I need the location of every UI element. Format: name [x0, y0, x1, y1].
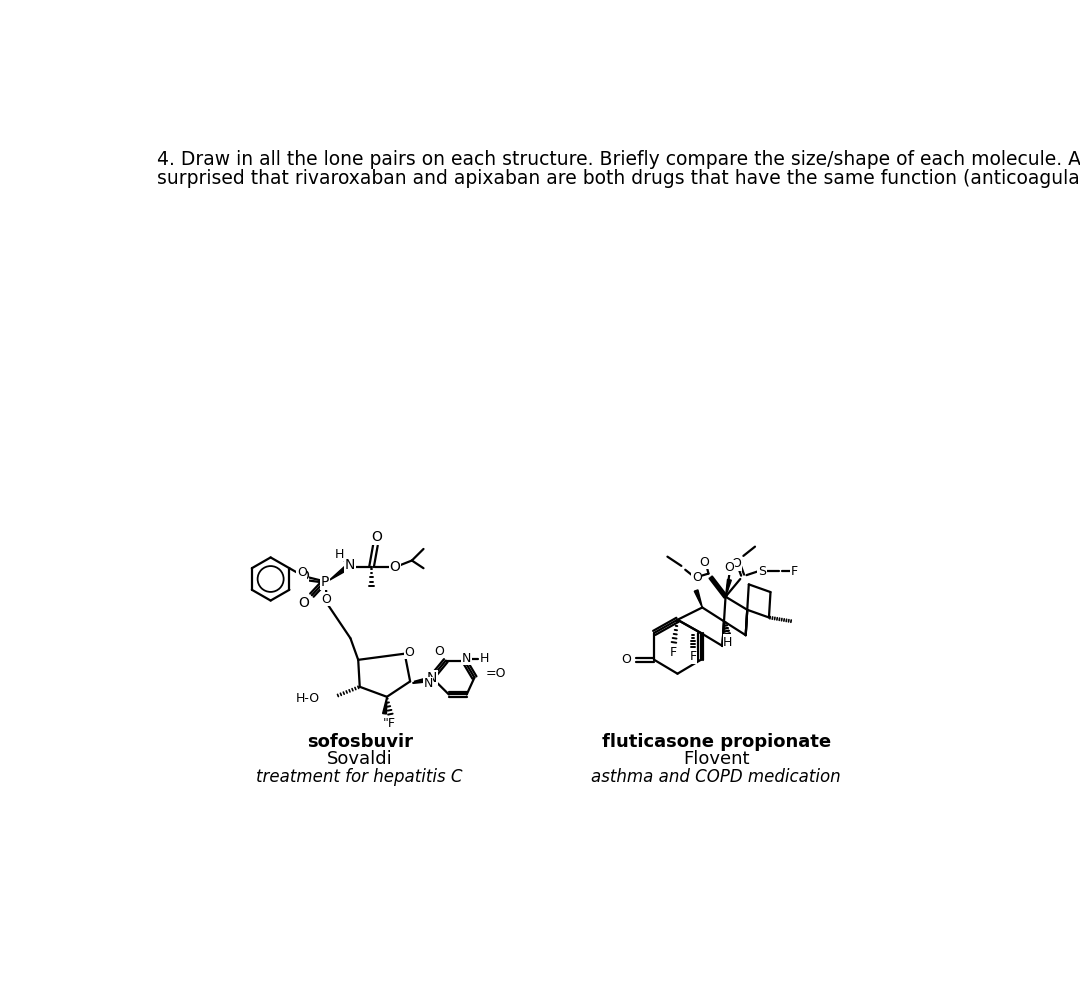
Text: sofosbuvir: sofosbuvir — [307, 733, 413, 751]
Polygon shape — [414, 677, 430, 682]
Text: O: O — [404, 645, 415, 659]
Text: O: O — [725, 561, 734, 574]
Polygon shape — [382, 697, 387, 714]
Text: N: N — [345, 558, 355, 572]
Text: F: F — [689, 651, 697, 664]
Text: O: O — [731, 557, 741, 570]
Text: O: O — [299, 596, 310, 610]
Polygon shape — [726, 579, 731, 597]
Text: Sovaldi: Sovaldi — [327, 750, 393, 768]
Text: O: O — [621, 654, 632, 667]
Text: S: S — [758, 565, 766, 578]
Text: O: O — [372, 531, 382, 545]
Text: O: O — [692, 571, 702, 584]
Text: 4. Draw in all the lone pairs on each structure. Briefly compare the size/shape : 4. Draw in all the lone pairs on each st… — [157, 150, 1080, 169]
Text: surprised that rivaroxaban and apixaban are both drugs that have the same functi: surprised that rivaroxaban and apixaban … — [157, 168, 1080, 187]
Text: H-O: H-O — [295, 692, 320, 705]
Text: N: N — [427, 671, 437, 685]
Polygon shape — [329, 566, 348, 580]
Text: P: P — [321, 575, 329, 589]
Text: N: N — [423, 678, 433, 690]
Text: F: F — [670, 645, 677, 659]
Text: treatment for hepatitis C: treatment for hepatitis C — [257, 767, 463, 785]
Text: H: H — [480, 652, 489, 665]
Text: O: O — [390, 560, 401, 574]
Text: N: N — [462, 652, 471, 665]
Text: O: O — [700, 556, 710, 569]
Text: O: O — [298, 569, 309, 583]
Text: H: H — [724, 634, 732, 648]
Text: F: F — [791, 565, 798, 578]
Text: =O: =O — [486, 668, 507, 680]
Polygon shape — [694, 590, 702, 607]
Text: H: H — [335, 548, 343, 561]
Text: O: O — [434, 644, 445, 658]
Text: "F: "F — [382, 717, 395, 730]
Text: O: O — [297, 566, 307, 579]
Text: asthma and COPD medication: asthma and COPD medication — [592, 767, 841, 785]
Text: fluticasone propionate: fluticasone propionate — [602, 733, 831, 751]
Text: O: O — [322, 592, 332, 605]
Text: H: H — [724, 635, 732, 649]
Text: Flovent: Flovent — [683, 750, 750, 768]
